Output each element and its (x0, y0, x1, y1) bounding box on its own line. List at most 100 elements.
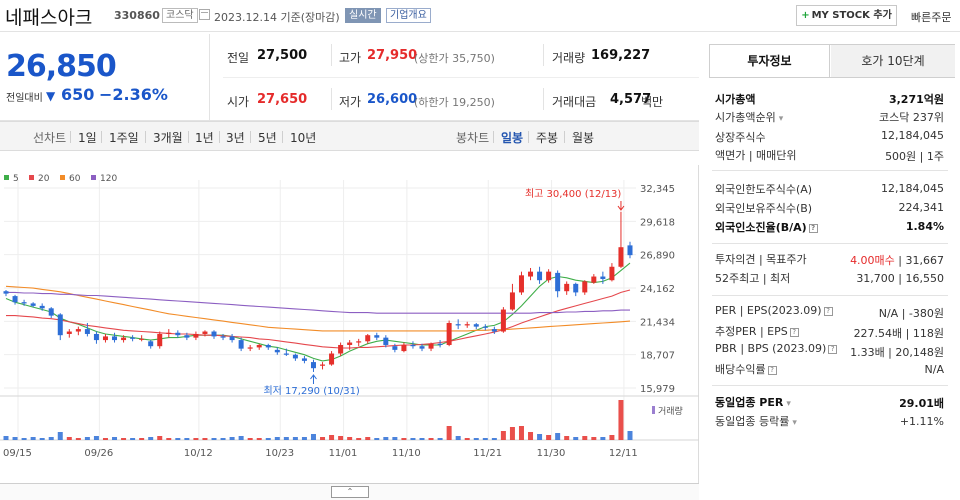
legend-swatch-120 (91, 175, 96, 180)
period-10y[interactable]: 10년 (290, 131, 317, 145)
volume-bar (102, 438, 108, 440)
candle-body (546, 271, 552, 281)
candle-daily[interactable]: 일봉 (501, 131, 524, 145)
volume-bar (3, 436, 9, 440)
volume-bar (121, 438, 127, 440)
candle-body (229, 336, 235, 341)
volume-bar (84, 437, 90, 440)
x-tick-label: 11/01 (329, 448, 358, 459)
candle-body (446, 322, 452, 345)
candle-body (102, 336, 108, 341)
volume-bar (491, 438, 497, 440)
divider (543, 44, 544, 66)
candle-monthly[interactable]: 월봉 (572, 131, 595, 145)
foreign-limit-label: 외국인한도주식수(A) (715, 183, 813, 196)
industry-change-value: +1.11% (899, 415, 944, 428)
candle-body (491, 329, 497, 332)
shares-value: 12,184,045 (881, 129, 944, 142)
volume-bar (139, 438, 145, 440)
x-tick-label: 09/15 (3, 448, 32, 459)
high-value: 27,950 (367, 48, 418, 63)
volume-bar (57, 432, 63, 440)
x-tick-label: 10/23 (265, 448, 294, 459)
divider (543, 88, 544, 110)
volume-bar (446, 426, 452, 440)
dividend-value: N/A (924, 363, 944, 376)
opinion-value: 4.00매수 | 31,667 (850, 254, 944, 267)
quick-order-link[interactable]: 빠른주문 (911, 11, 952, 24)
chevron-down-icon: ▾ (792, 418, 797, 428)
volume-bar (274, 437, 280, 440)
high-label: 고가 (339, 51, 362, 65)
candle-body (627, 245, 633, 256)
add-mystock-button[interactable]: + MY STOCK 추가 (796, 5, 897, 26)
foreign-ratio-label[interactable]: 외국인소진율(B/A)? (715, 219, 818, 235)
change-label: 전일대비 (6, 93, 43, 104)
high-marker-arrowhead (617, 205, 625, 211)
volume-legend-swatch (652, 406, 655, 414)
period-1d[interactable]: 1일 (78, 131, 97, 145)
dividend-label[interactable]: 배당수익률? (715, 361, 777, 377)
est-per-label[interactable]: 추정PER | EPS? (715, 323, 799, 339)
change-amount: 650 (61, 85, 95, 104)
company-overview-button[interactable]: 기업개요 (386, 8, 431, 23)
volume-bar (410, 438, 416, 440)
pbr-label[interactable]: PBR | BPS (2023.09)? (715, 342, 838, 355)
volume-bar (419, 438, 425, 440)
volume-bar (347, 437, 353, 440)
tab-invest-info[interactable]: 투자정보 (710, 45, 830, 77)
candle-body (410, 344, 416, 347)
volume-bar (148, 437, 154, 440)
volume-bar (193, 438, 199, 440)
per-label[interactable]: PER | EPS(2023.09)? (715, 304, 833, 317)
volume-bar (528, 432, 534, 440)
help-icon: ? (828, 345, 838, 354)
stock-chart[interactable]: 5 20 60 120 32,345 29,618 26,890 24,162 21,434 18… (0, 168, 699, 483)
amount-unit: 백만 (641, 95, 664, 109)
industry-change-label[interactable]: 동일업종 등락률 ▾ (715, 413, 797, 429)
shares-label: 상장주식수 (715, 131, 766, 144)
candle-weekly[interactable]: 주봉 (536, 131, 559, 145)
volume-bar (75, 438, 81, 440)
chevron-down-icon: ▾ (778, 114, 784, 124)
legend-label-120: 120 (100, 174, 117, 184)
period-5y[interactable]: 5년 (258, 131, 277, 145)
volume-bar (338, 436, 344, 440)
volume-bar (66, 437, 72, 440)
volume-bar (618, 400, 624, 440)
tab-quote-10[interactable]: 호가 10단계 (831, 45, 955, 77)
period-3y[interactable]: 3년 (226, 131, 245, 145)
period-1w[interactable]: 1주일 (109, 131, 139, 145)
help-icon: ? (767, 366, 777, 375)
down-arrow-icon: ▼ (46, 89, 56, 103)
low-label: 저가 (339, 95, 362, 109)
candle-body (509, 292, 515, 310)
period-1y[interactable]: 1년 (195, 131, 214, 145)
volume-bar (374, 438, 380, 440)
period-3m[interactable]: 3개월 (153, 131, 183, 145)
volume-bar (229, 437, 235, 440)
candle-body (500, 309, 506, 332)
candle-body (320, 364, 326, 366)
calendar-icon (199, 9, 210, 20)
per-value: N/A | -380원 (878, 307, 944, 320)
industry-per-label[interactable]: 동일업종 PER ▾ (715, 394, 791, 410)
candle-body (130, 337, 136, 339)
candle-body (437, 343, 443, 345)
prev-close-label: 전일 (227, 51, 250, 65)
volume-bar (582, 436, 588, 440)
volume-value: 169,227 (591, 48, 651, 63)
candle-body (338, 344, 344, 354)
realtime-button[interactable]: 실시간 (345, 8, 381, 23)
candle-body (537, 271, 543, 281)
open-label: 시가 (227, 95, 250, 109)
volume-bar (401, 438, 407, 440)
foreign-limit-value: 12,184,045 (881, 182, 944, 195)
candle-body (265, 344, 271, 348)
volume-bar (157, 436, 163, 440)
rank-label[interactable]: 시가총액순위 ▾ (715, 109, 783, 125)
volume-bar (600, 437, 606, 440)
chart-scrollbar[interactable]: ⌃ (0, 483, 699, 500)
legend-label-5: 5 (13, 174, 19, 184)
scroll-handle[interactable]: ⌃ (331, 486, 369, 498)
